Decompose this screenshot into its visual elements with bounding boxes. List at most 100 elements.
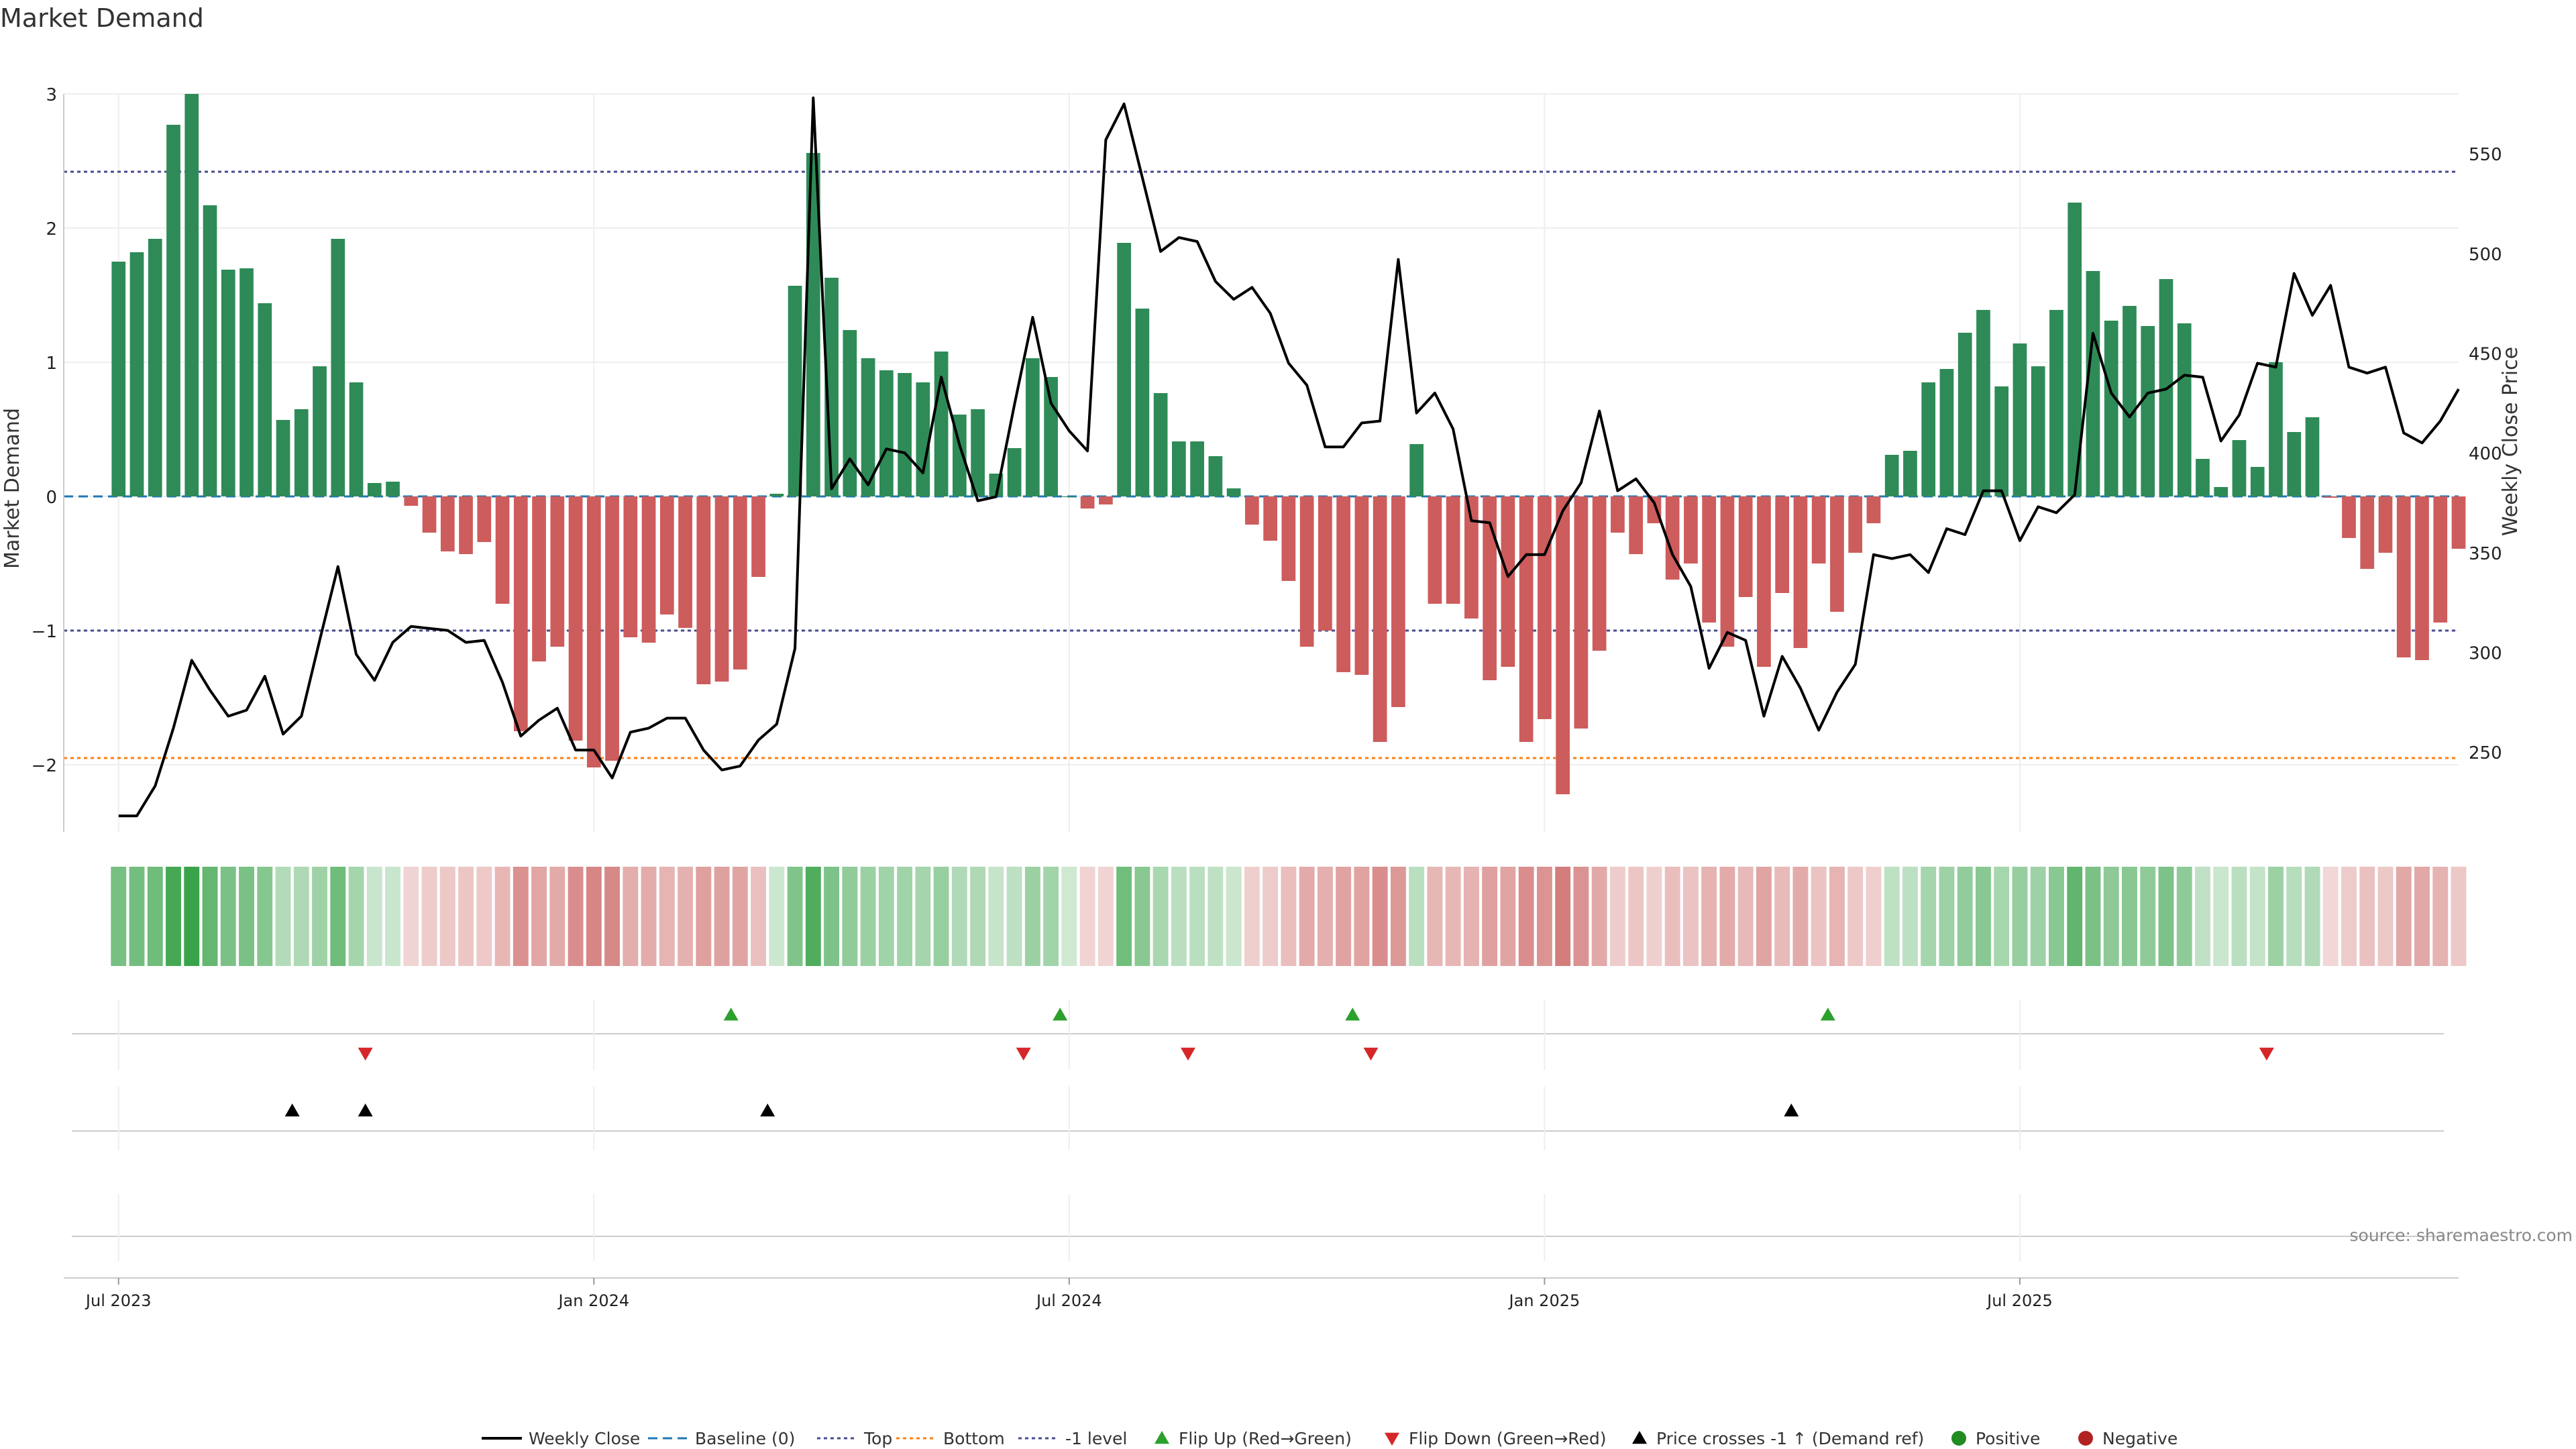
negative-bar bbox=[568, 496, 583, 741]
negative-bar bbox=[1629, 496, 1644, 554]
negative-bar bbox=[2433, 496, 2448, 623]
negative-bar bbox=[605, 496, 619, 761]
ribbon-cell bbox=[2341, 867, 2357, 966]
ribbon-cell bbox=[1701, 867, 1717, 966]
negative-bar bbox=[1464, 496, 1479, 619]
ribbon-cell bbox=[2359, 867, 2375, 966]
y2-tick-label: 250 bbox=[2469, 743, 2502, 763]
ribbon-cell bbox=[2268, 867, 2284, 966]
positive-bar bbox=[2012, 343, 2027, 496]
positive-bar bbox=[129, 252, 144, 496]
ribbon-cell bbox=[1226, 867, 1242, 966]
ribbon-cell bbox=[239, 867, 254, 966]
ribbon-cell bbox=[1939, 867, 1955, 966]
ribbon-cell bbox=[1591, 867, 1607, 966]
y-tick-label: 1 bbox=[46, 354, 57, 374]
ribbon-cell bbox=[732, 867, 748, 966]
ribbon-cell bbox=[1536, 867, 1552, 966]
legend-item-flip-down: Flip Down (Green→Red) bbox=[1385, 1429, 1607, 1448]
legend-label: Flip Up (Red→Green) bbox=[1179, 1429, 1352, 1448]
negative-bar bbox=[459, 496, 473, 554]
x-axis: Jul 2023 Jan 2024 Jul 2024 Jan 2025 Jul 2025 bbox=[64, 1277, 2459, 1310]
ribbon-cell bbox=[2451, 867, 2467, 966]
negative-bar bbox=[1299, 496, 1314, 647]
negative-bar bbox=[1281, 496, 1296, 581]
legend-swatch bbox=[1951, 1431, 1966, 1446]
ribbon-cell bbox=[2286, 867, 2302, 966]
positive-bar bbox=[916, 382, 930, 496]
ribbon-cell bbox=[531, 867, 547, 966]
negative-bar bbox=[1428, 496, 1442, 604]
ribbon-cell bbox=[824, 867, 840, 966]
ribbon-cell bbox=[842, 867, 858, 966]
ribbon-cell bbox=[330, 867, 346, 966]
ribbon-cell bbox=[2396, 867, 2412, 966]
y2-tick-label: 300 bbox=[2469, 643, 2502, 663]
ribbon-cell bbox=[970, 867, 986, 966]
positive-bar bbox=[2068, 203, 2082, 496]
price-line bbox=[118, 96, 2460, 818]
ribbon-cell bbox=[202, 867, 218, 966]
negative-bar bbox=[659, 496, 674, 614]
negative-bar bbox=[1245, 496, 1259, 525]
ribbon-cell bbox=[385, 867, 400, 966]
ribbon-cell bbox=[2249, 867, 2265, 966]
positive-bar bbox=[898, 373, 912, 496]
legend-label: Baseline (0) bbox=[695, 1429, 795, 1448]
ribbon-cell bbox=[129, 867, 145, 966]
ribbon-cell bbox=[549, 867, 566, 966]
ribbon-cell bbox=[1829, 867, 1845, 966]
ribbon-cell bbox=[2231, 867, 2247, 966]
ribbon-cell bbox=[2103, 867, 2119, 966]
negative-bar bbox=[1738, 496, 1753, 597]
ribbon-cell bbox=[439, 867, 455, 966]
negative-bar bbox=[1080, 496, 1095, 508]
negative-bar bbox=[495, 496, 510, 604]
ribbon-cell bbox=[1719, 867, 1735, 966]
flip-up-marker bbox=[1820, 1008, 1835, 1021]
positive-bar bbox=[1903, 451, 1917, 496]
ribbon-cell bbox=[1628, 867, 1644, 966]
ribbon-cell bbox=[1281, 867, 1297, 966]
positive-bar bbox=[1939, 369, 1954, 496]
ribbon-cell bbox=[988, 867, 1004, 966]
ribbon-cell bbox=[1208, 867, 1224, 966]
negative-bar bbox=[477, 496, 492, 542]
y2-tick-label: 550 bbox=[2469, 145, 2502, 165]
x-tick-label: Jul 2023 bbox=[85, 1291, 152, 1310]
ribbon-cell bbox=[1354, 867, 1370, 966]
ribbon-cell bbox=[348, 867, 364, 966]
negative-bar bbox=[1318, 496, 1332, 631]
ribbon-cell bbox=[1811, 867, 1827, 966]
legend-label: Negative bbox=[2102, 1429, 2178, 1448]
ribbon-cell bbox=[166, 867, 181, 966]
negative-bar bbox=[1519, 496, 1534, 742]
negative-bar bbox=[513, 496, 528, 731]
price-cross-marker bbox=[1784, 1104, 1799, 1117]
legend-item-negative: Negative bbox=[2078, 1429, 2178, 1448]
negative-bar bbox=[1830, 496, 1844, 612]
negative-bar bbox=[2360, 496, 2375, 569]
positive-bar bbox=[1117, 243, 1131, 496]
ribbon-cell bbox=[1463, 867, 1479, 966]
ribbon-cell bbox=[1116, 867, 1132, 966]
ribbon-cell bbox=[1043, 867, 1059, 966]
ribbon-cell bbox=[366, 867, 382, 966]
y2-tick-label: 450 bbox=[2469, 344, 2502, 364]
ribbon-cell bbox=[1756, 867, 1772, 966]
negative-bar bbox=[1611, 496, 1625, 533]
y-tick-label: −2 bbox=[32, 756, 57, 776]
legend-item-minus-one: -1 level bbox=[1018, 1429, 1127, 1448]
negative-bar bbox=[1811, 496, 1826, 564]
x-tick-label: Jan 2025 bbox=[1508, 1291, 1580, 1310]
negative-bar bbox=[2451, 496, 2466, 549]
legend-item-positive: Positive bbox=[1951, 1429, 2040, 1448]
ribbon-cell bbox=[1976, 867, 1991, 966]
ribbon-cell bbox=[1171, 867, 1187, 966]
ribbon-cell bbox=[860, 867, 876, 966]
positive-bar bbox=[1226, 488, 1241, 496]
positive-bar bbox=[166, 125, 180, 496]
negative-bar bbox=[1354, 496, 1369, 675]
ribbon-cell bbox=[1152, 867, 1169, 966]
y-axis-label: Market Demand bbox=[1, 408, 24, 569]
